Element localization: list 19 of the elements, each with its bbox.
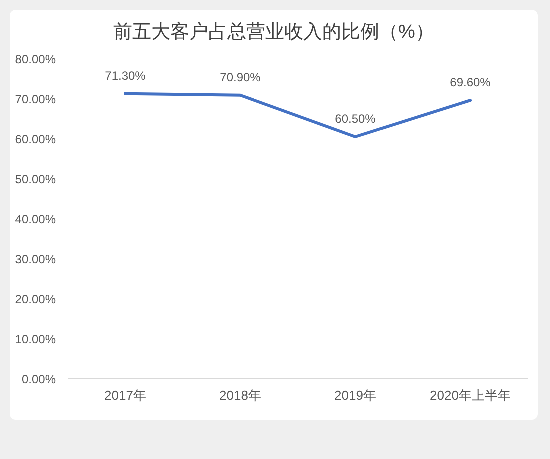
y-tick-label: 80.00% (15, 52, 56, 66)
y-tick-label: 10.00% (15, 332, 56, 346)
y-tick-label: 40.00% (15, 212, 56, 226)
chart-title: 前五大客户占总营业收入的比例（%） (112, 21, 436, 45)
x-tick-label: 2018年 (220, 388, 262, 404)
y-tick-label: 0.00% (22, 372, 56, 386)
x-tick-label: 2019年 (334, 388, 376, 404)
data-label: 71.30% (105, 68, 146, 83)
data-label: 70.90% (220, 70, 262, 84)
y-tick-label: 50.00% (15, 172, 56, 186)
line-series (124, 92, 472, 138)
y-tick-label: 60.00% (15, 132, 56, 146)
data-label: 69.60% (450, 76, 492, 90)
x-tick-label: 2017年 (104, 388, 146, 404)
data-label: 60.50% (335, 112, 376, 126)
y-tick-label: 20.00% (15, 292, 56, 306)
y-tick-label: 70.00% (15, 92, 56, 106)
y-tick-label: 30.00% (15, 252, 56, 266)
x-tick-label: 2020年上半年 (430, 388, 511, 404)
